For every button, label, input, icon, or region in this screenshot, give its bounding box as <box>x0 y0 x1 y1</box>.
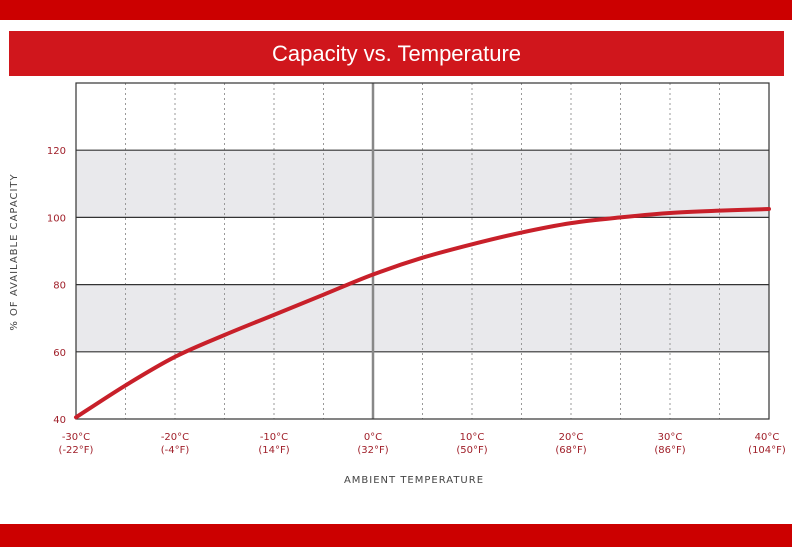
x-tick-label-f: (14°F) <box>258 445 289 456</box>
x-tick-label-f: (50°F) <box>456 445 487 456</box>
bottom-banner <box>0 524 792 547</box>
x-tick-label-c: 40°C <box>755 432 780 443</box>
y-tick-label: 120 <box>47 146 66 157</box>
x-tick-label-c: 30°C <box>658 432 683 443</box>
x-tick-label-f: (-4°F) <box>161 445 190 456</box>
x-tick-label-f: (-22°F) <box>59 445 94 456</box>
x-axis-label: AMBIENT TEMPERATURE <box>344 475 484 486</box>
x-tick-label-f: (86°F) <box>654 445 685 456</box>
y-tick-label: 80 <box>53 281 66 292</box>
x-tick-label-f: (104°F) <box>748 445 786 456</box>
x-tick-label-c: -30°C <box>62 432 90 443</box>
y-tick-label: 60 <box>53 348 66 359</box>
x-tick-label-c: 0°C <box>364 432 382 443</box>
x-tick-label-f: (32°F) <box>357 445 388 456</box>
x-tick-label-c: -10°C <box>260 432 288 443</box>
chart-title: Capacity vs. Temperature <box>9 31 784 76</box>
top-banner <box>0 0 792 20</box>
x-tick-label-c: 20°C <box>559 432 584 443</box>
capacity-curve <box>74 207 771 420</box>
y-tick-label: 100 <box>47 213 66 224</box>
y-axis-label: % OF AVAILABLE CAPACITY <box>9 173 20 330</box>
plot-frame <box>75 82 770 420</box>
y-tick-label: 40 <box>53 415 66 426</box>
x-tick-label-c: -20°C <box>161 432 189 443</box>
x-tick-label-f: (68°F) <box>555 445 586 456</box>
x-tick-label-c: 10°C <box>460 432 485 443</box>
